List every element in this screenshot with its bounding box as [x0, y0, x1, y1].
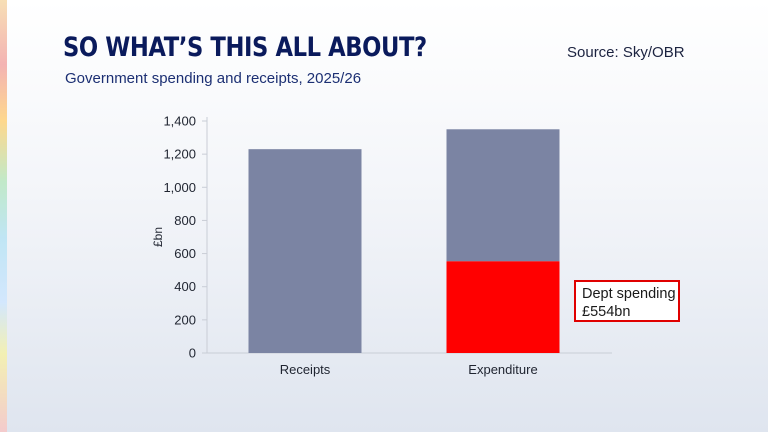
page-title: SO WHAT’S THIS ALL ABOUT?	[63, 32, 427, 63]
y-tick-label: 800	[174, 213, 196, 228]
source-label: Source: Sky/OBR	[567, 44, 685, 61]
y-tick-label: 1,200	[163, 147, 196, 162]
bar-receipts-other	[248, 149, 362, 353]
y-tick-label: 600	[174, 246, 196, 261]
dept-spending-callout: Dept spending £554bn	[574, 280, 680, 322]
x-category-label: Expenditure	[468, 362, 537, 377]
y-tick-label: 1,000	[163, 180, 196, 195]
decorative-edge-stripe	[0, 0, 7, 432]
bar-expenditure-other	[446, 129, 560, 262]
callout-line-2: £554bn	[582, 304, 631, 320]
y-tick-label: 1,400	[163, 114, 196, 129]
y-axis-label: £bn	[151, 227, 165, 247]
callout-line-1: Dept spending	[582, 286, 676, 302]
chart-subtitle: Government spending and receipts, 2025/2…	[65, 70, 362, 87]
y-tick-label: 0	[189, 346, 196, 361]
x-category-label: Receipts	[280, 362, 331, 377]
y-tick-label: 400	[174, 279, 196, 294]
bar-expenditure-dept-spending	[446, 261, 560, 353]
y-tick-label: 200	[174, 312, 196, 327]
